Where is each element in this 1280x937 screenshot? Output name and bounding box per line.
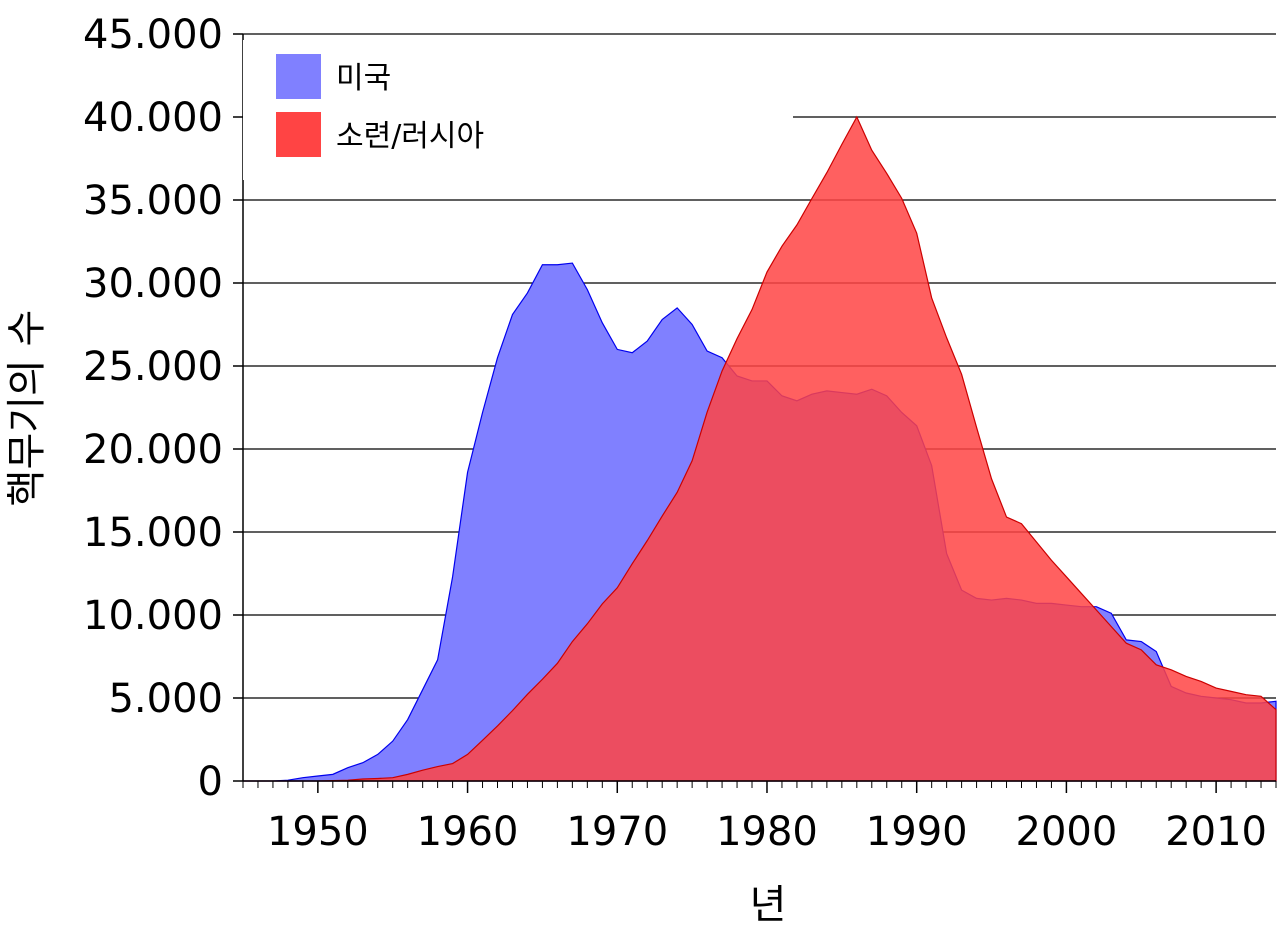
y-tick-label-6: 30.000 — [83, 261, 223, 307]
y-tick-label-8: 40.000 — [83, 95, 223, 141]
y-tick-label-9: 45.000 — [83, 12, 223, 58]
x-tick-label-1: 1960 — [417, 809, 519, 855]
area-series-group — [243, 115, 1277, 782]
x-axis-title: 년 — [750, 882, 787, 928]
x-axis-ticks: 1950 1960 1970 1980 1990 2000 2010 — [242, 781, 1277, 855]
legend-swatch-0 — [276, 54, 321, 99]
legend-label-0: 미국 — [336, 61, 391, 96]
x-tick-label-2: 1970 — [566, 809, 668, 855]
x-tick-label-4: 1990 — [866, 809, 968, 855]
y-tick-label-7: 35.000 — [83, 178, 223, 224]
legend-swatch-1 — [276, 112, 321, 157]
legend-label-1: 소련/러시아 — [336, 119, 484, 154]
y-axis-title: 핵무기의 수 — [4, 310, 50, 507]
x-tick-label-6: 2010 — [1165, 809, 1267, 855]
x-tick-label-0: 1950 — [267, 809, 369, 855]
y-axis-ticks: 0 5.000 10.000 15.000 20.000 25.000 30.000 35.0… — [83, 12, 243, 805]
x-tick-label-3: 1980 — [716, 809, 818, 855]
y-tick-label-2: 10.000 — [83, 593, 223, 639]
y-tick-label-3: 15.000 — [83, 510, 223, 556]
x-tick-label-5: 2000 — [1016, 809, 1118, 855]
y-tick-label-5: 25.000 — [83, 344, 223, 390]
y-tick-label-0: 0 — [198, 759, 223, 805]
y-tick-label-4: 20.000 — [83, 427, 223, 473]
legend-background — [243, 40, 793, 180]
y-tick-label-1: 5.000 — [108, 676, 223, 722]
area-series-1 — [243, 115, 1277, 782]
